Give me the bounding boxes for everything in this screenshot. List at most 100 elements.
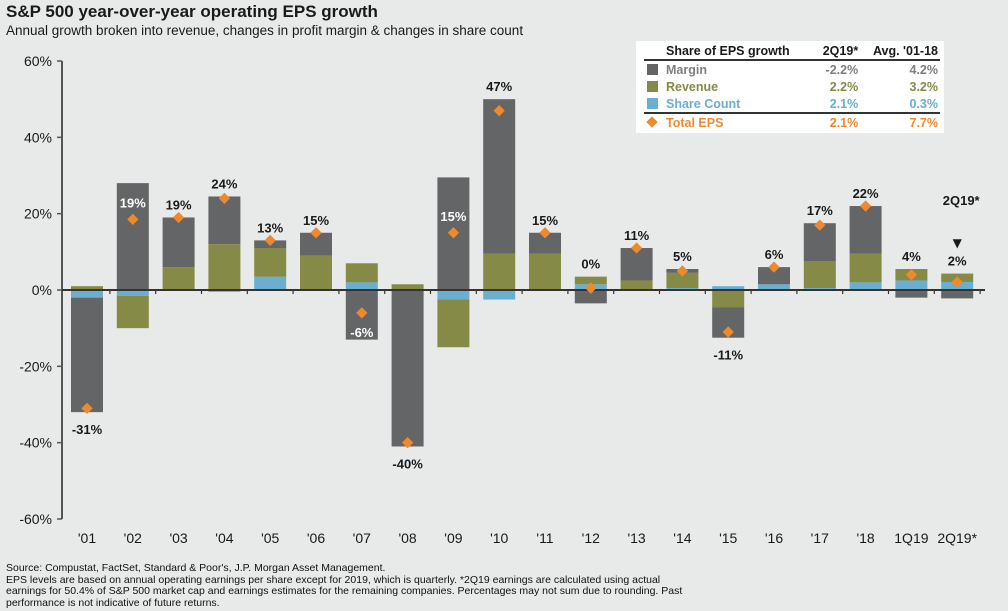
data-label: -40% <box>392 456 423 471</box>
legend-row-share-count: Share Count 2.1% 0.3% <box>644 95 940 113</box>
footnote-line-1: EPS levels are based on annual operating… <box>6 573 661 586</box>
y-tick-label: -40% <box>19 435 52 451</box>
legend-header-2q19: 2Q19* <box>822 44 859 58</box>
x-tick-label: '05 <box>261 530 279 546</box>
data-label: 11% <box>624 228 650 243</box>
total-eps-marker <box>218 192 231 205</box>
legend-total-avg: 7.7% <box>909 115 939 130</box>
total-eps-marker <box>539 227 551 239</box>
data-label: 6% <box>765 247 784 262</box>
bar-revenue <box>574 276 607 285</box>
data-label: 15% <box>303 213 329 228</box>
data-label: -11% <box>713 348 743 363</box>
data-label: 0% <box>581 257 600 272</box>
legend-revenue-label: Revenue <box>666 79 719 94</box>
x-tick-label: '06 <box>307 530 325 546</box>
data-label: 4% <box>902 249 921 264</box>
bar-revenue <box>620 280 653 290</box>
bar-margin <box>116 183 149 290</box>
labels-layer: -31% 19% 19% 24% 13% 15% -6% -40% 15% 47% 15% 0% 11%… <box>72 79 981 471</box>
bar-revenue <box>254 248 287 277</box>
y-tick-label: -20% <box>19 358 52 374</box>
annotation-label: 2Q19* <box>943 193 981 208</box>
bar-share-count <box>71 290 103 298</box>
share-count-swatch-icon <box>647 98 658 109</box>
total-eps-marker <box>356 307 368 319</box>
bar-revenue <box>71 286 103 290</box>
diamond-marker-icon <box>646 116 658 128</box>
legend-margin-avg: 4.2% <box>909 62 939 77</box>
bar-margin <box>758 267 790 285</box>
bar-share-count <box>758 284 790 290</box>
data-label: 24% <box>211 176 237 191</box>
total-eps-marker <box>401 437 414 449</box>
legend-total-label: Total EPS <box>666 115 724 130</box>
bar-share-count <box>895 280 928 290</box>
data-label: 2% <box>948 254 967 269</box>
bar-revenue <box>300 255 332 290</box>
footnotes: Source: Compustat, FactSet, Standard & P… <box>6 562 1006 609</box>
bar-margin <box>162 217 195 268</box>
bar-share-count <box>712 286 745 290</box>
bar-revenue <box>116 295 149 329</box>
legend-revenue-avg: 3.2% <box>909 79 939 94</box>
x-tick-label: '17 <box>811 530 829 546</box>
bar-revenue <box>666 272 699 289</box>
total-eps-marker <box>630 242 643 254</box>
data-label: 5% <box>673 249 692 264</box>
bar-margin <box>529 232 561 254</box>
x-tick-label: '14 <box>673 530 691 546</box>
legend-share-count-avg: 0.3% <box>909 96 939 111</box>
total-eps-marker <box>722 326 734 338</box>
data-label: 13% <box>257 220 283 235</box>
x-tick-label: '09 <box>444 530 462 546</box>
x-tick-label: 1Q19 <box>894 530 928 546</box>
data-label: 17% <box>807 203 833 218</box>
x-tick-label: '07 <box>353 530 371 546</box>
total-eps-marker <box>859 200 872 212</box>
bar-share-count <box>849 282 882 290</box>
x-tick-label: '02 <box>124 530 142 546</box>
x-tick-label: '01 <box>78 530 96 546</box>
total-eps-marker <box>127 213 139 226</box>
data-label: 15% <box>532 213 558 228</box>
bar-margin <box>391 290 424 447</box>
bar-share-count <box>116 290 149 296</box>
eps-growth-chart: -60% -40% -20% 0% 20% 40% 60% '01 '02 '03 '04 '05 '0… <box>19 53 985 546</box>
x-tick-label: '10 <box>490 530 508 546</box>
y-tick-label: 20% <box>24 206 52 222</box>
bar-share-count <box>437 290 470 300</box>
x-tick-label: '13 <box>627 530 645 546</box>
total-eps-marker <box>172 211 185 224</box>
bar-share-count <box>483 290 516 300</box>
legend-share-count-label: Share Count <box>666 96 741 111</box>
data-label: 47% <box>486 79 512 94</box>
bar-revenue <box>803 261 836 289</box>
y-tick-label: -60% <box>19 511 52 527</box>
total-eps-marker <box>447 227 460 239</box>
y-tick-label: 0% <box>32 282 52 298</box>
total-eps-marker <box>905 269 918 281</box>
x-tick-label: 2Q19* <box>937 530 977 546</box>
legend-row-revenue: Revenue 2.2% 3.2% <box>644 78 940 95</box>
x-tick-label: '03 <box>169 530 187 546</box>
bar-margin <box>574 290 607 304</box>
x-tick-label: '15 <box>719 530 737 546</box>
legend-row-total-eps: Total EPS 2.1% 7.7% <box>644 113 940 131</box>
data-label: 19% <box>166 197 192 212</box>
bar-revenue <box>208 244 241 290</box>
data-label: 22% <box>853 186 879 201</box>
bar-revenue <box>529 253 561 290</box>
bar-margin <box>895 290 928 298</box>
chart-title: S&P 500 year-over-year operating EPS gro… <box>6 2 378 21</box>
x-tick-label: '04 <box>215 530 233 546</box>
data-label: -31% <box>72 422 103 437</box>
legend-table: Share of EPS growth 2Q19* Avg. '01-18 Ma… <box>644 43 940 131</box>
legend-margin-2q19: -2.2% <box>825 62 859 77</box>
bar-revenue <box>345 263 378 283</box>
bar-margin <box>941 290 974 299</box>
legend: Share of EPS growth 2Q19* Avg. '01-18 Ma… <box>636 41 944 133</box>
legend-revenue-2q19: 2.2% <box>829 79 859 94</box>
bar-margin <box>300 232 332 256</box>
bar-revenue <box>437 299 470 348</box>
